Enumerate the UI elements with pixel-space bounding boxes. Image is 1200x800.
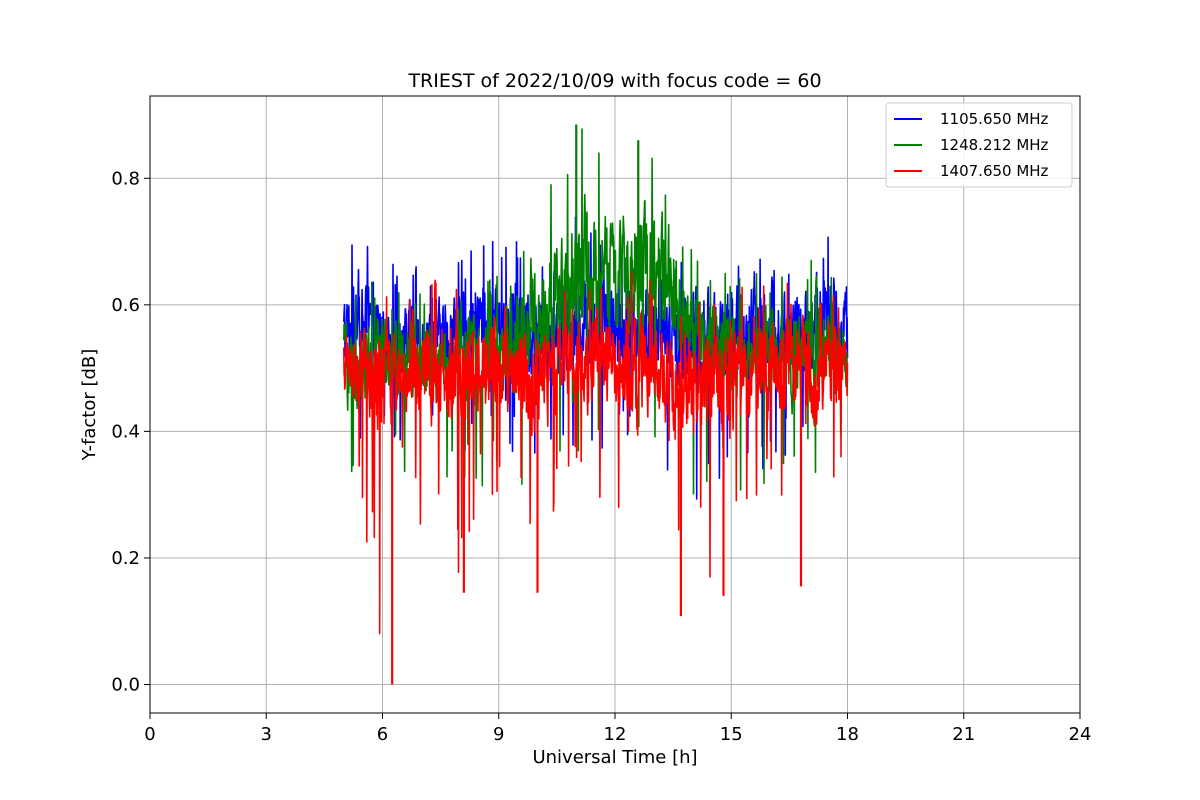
series-line-3 — [343, 271, 849, 635]
x-tick-label: 3 — [261, 724, 272, 745]
y-axis-label: Y-factor [dB] — [79, 349, 100, 462]
x-tick-label: 12 — [604, 724, 627, 745]
legend-label: 1105.650 MHz — [940, 110, 1049, 128]
x-tick-label: 6 — [377, 724, 388, 745]
y-tick-label: 0.6 — [111, 295, 140, 316]
series-layer — [343, 124, 849, 685]
x-tick-label: 24 — [1069, 724, 1092, 745]
x-axis-label: Universal Time [h] — [532, 747, 697, 768]
axis-ticks: 0 3 6 9 12 15 18 21 24 0.0 0.2 0.4 0.6 0.8 — [111, 168, 1091, 745]
y-tick-label: 0.4 — [111, 421, 140, 442]
x-tick-label: 15 — [720, 724, 743, 745]
x-tick-label: 0 — [144, 724, 155, 745]
legend-label: 1407.650 MHz — [940, 162, 1049, 180]
x-tick-label: 18 — [836, 724, 859, 745]
legend-label: 1248.212 MHz — [940, 136, 1049, 154]
y-tick-label: 0.0 — [111, 675, 140, 696]
legend-box — [885, 102, 1073, 188]
chart-title: TRIEST of 2022/10/09 with focus code = 6… — [407, 70, 821, 92]
x-tick-label: 9 — [493, 724, 504, 745]
y-tick-label: 0.2 — [111, 548, 140, 569]
legend: 1105.650 MHz 1248.212 MHz 1407.650 MHz — [885, 102, 1073, 188]
y-tick-label: 0.8 — [111, 168, 140, 189]
x-tick-label: 21 — [952, 724, 975, 745]
